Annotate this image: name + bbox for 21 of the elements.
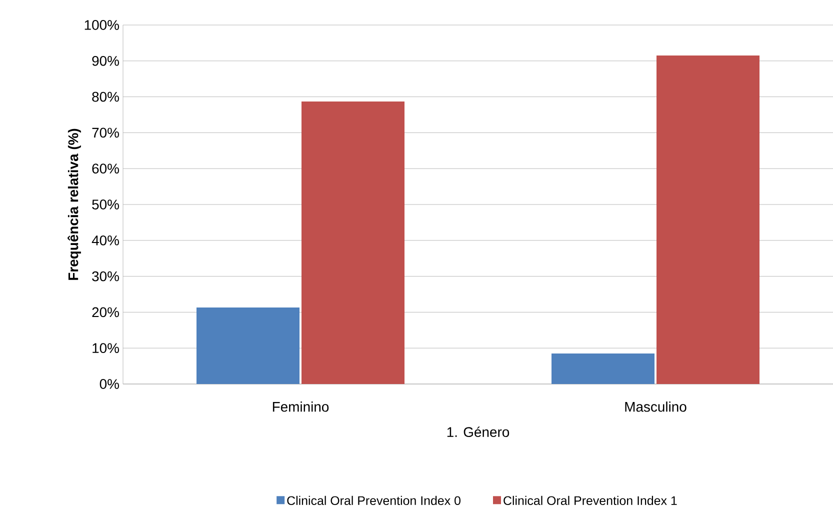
y-tick-label: 50% [92, 200, 119, 210]
x-axis-title: 1. Género [447, 426, 510, 438]
legend-label: Clinical Oral Prevention Index 1 [504, 496, 677, 506]
y-axis-title: Frequência relativa (%) [68, 128, 81, 280]
y-tick-label: 20% [92, 307, 119, 318]
x-tick-label: Feminino [272, 402, 329, 412]
bar [196, 308, 300, 384]
bar [301, 101, 404, 384]
bar [656, 56, 760, 384]
x-tick-label: Masculino [625, 402, 686, 412]
y-tick-label: 80% [92, 92, 119, 102]
y-tick-label: 70% [92, 128, 119, 138]
legend-label: Clinical Oral Prevention Index 0 [287, 496, 460, 506]
y-tick-label: 30% [92, 271, 119, 282]
y-tick-label: 10% [92, 343, 119, 354]
y-tick-label: 40% [92, 235, 119, 246]
bar [552, 353, 655, 384]
y-tick-label: 60% [92, 164, 119, 174]
y-tick-label: 90% [92, 56, 119, 66]
y-tick-label: 100% [84, 20, 119, 30]
y-tick-label: 0% [100, 379, 119, 389]
